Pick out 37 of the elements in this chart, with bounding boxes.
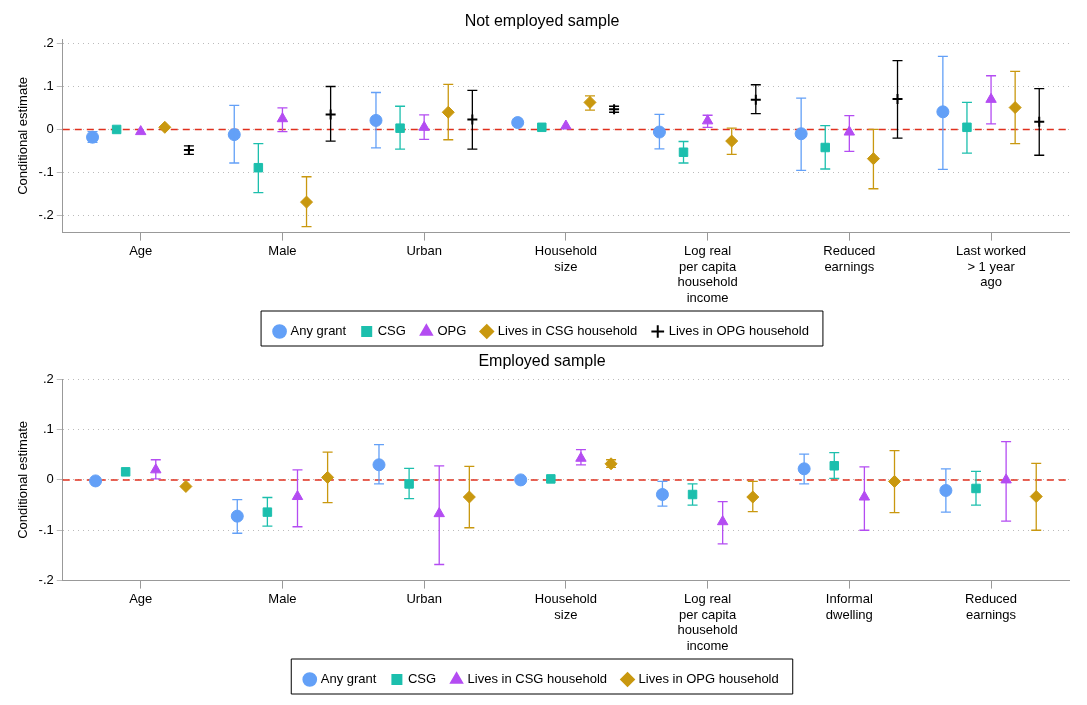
- y-tick-label: -.1: [38, 164, 54, 180]
- x-tick-label: Reduced earnings: [823, 242, 876, 274]
- chart-title: Employed sample: [478, 352, 606, 370]
- legend-label: Lives in CSG household: [497, 323, 638, 339]
- y-tick-label: -.1: [38, 521, 54, 537]
- x-tick-label: Log real per capita household income: [677, 590, 738, 653]
- y-tick-label: .2: [42, 370, 54, 386]
- x-tick-label: Household size: [534, 590, 597, 622]
- x-tick-label: Urban: [406, 590, 442, 606]
- legend-label: CSG: [407, 671, 437, 687]
- legend-label: Any grant: [320, 671, 377, 687]
- x-tick-label: Male: [268, 242, 297, 258]
- legend-label: Lives in OPG household: [638, 671, 779, 687]
- y-tick-label: -.2: [38, 572, 54, 588]
- x-tick-label: Informal dwelling: [825, 590, 873, 622]
- y-tick-label: .2: [42, 35, 54, 51]
- y-tick-label: 0: [46, 121, 54, 137]
- x-tick-label: Age: [129, 590, 153, 606]
- legend-label: Lives in CSG household: [467, 671, 608, 687]
- y-tick-label: 0: [46, 471, 54, 487]
- x-tick-label: Male: [268, 590, 297, 606]
- x-tick-label: Urban: [406, 242, 442, 258]
- legend-label: OPG: [437, 323, 467, 339]
- y-tick-label: .1: [42, 421, 54, 437]
- x-tick-label: Reduced earnings: [965, 590, 1018, 622]
- y-axis-title: Conditional estimate: [15, 421, 31, 539]
- legend-label: CSG: [377, 323, 406, 339]
- y-tick-label: .1: [42, 78, 54, 94]
- x-tick-label: Age: [129, 242, 153, 258]
- chart-title: Not employed sample: [464, 12, 620, 30]
- legend-label: Any grant: [290, 323, 347, 339]
- legend-label: Lives in OPG household: [668, 323, 809, 339]
- x-tick-label: Last worked > 1 year ago: [956, 242, 1027, 290]
- x-tick-label: Household size: [534, 242, 597, 274]
- y-axis-title: Conditional estimate: [15, 77, 31, 195]
- x-tick-label: Log real per capita household income: [677, 242, 738, 305]
- y-tick-label: -.2: [38, 206, 54, 222]
